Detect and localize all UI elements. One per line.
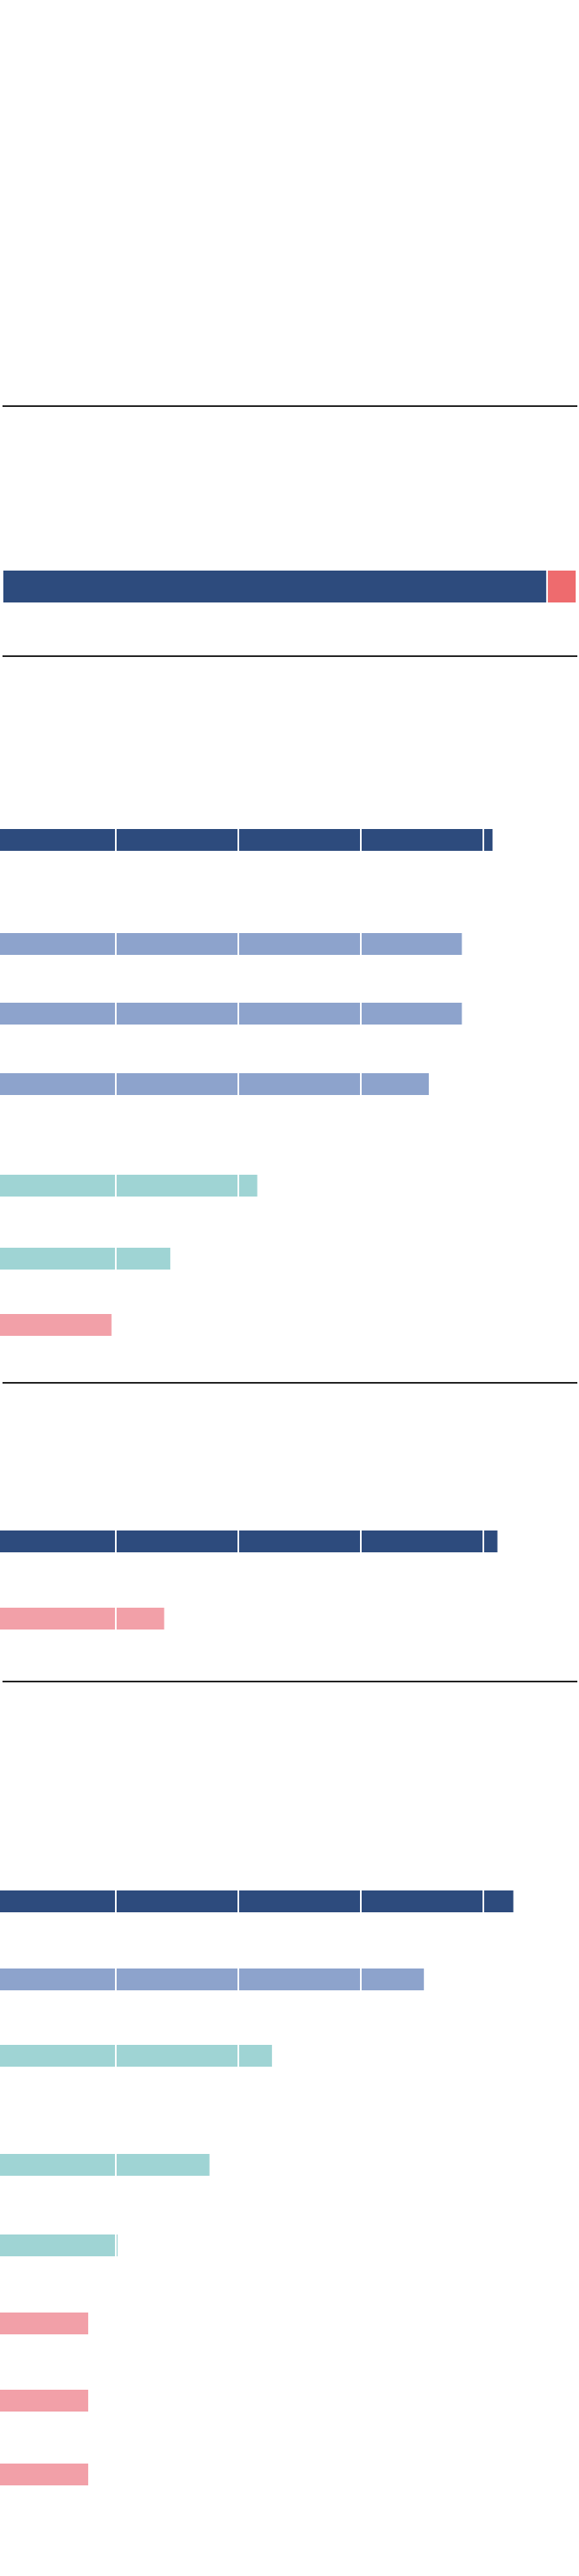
bar-3-5: [0, 2234, 118, 2256]
bar-3-3: [0, 2045, 273, 2067]
bar-1-2: [0, 933, 462, 955]
bar-3-8: [0, 2464, 89, 2485]
bar-3-6: [0, 2313, 89, 2334]
bar-1-7: [0, 1314, 112, 1336]
bar-1-5: [0, 1175, 258, 1197]
bar-1-1: [0, 829, 493, 851]
bar-3-7: [0, 2390, 89, 2412]
stacked-bar-segment-1: [3, 571, 547, 602]
bar-2-2: [0, 1608, 164, 1630]
bar-1-3: [0, 1003, 462, 1025]
bar-3-2: [0, 1969, 425, 1990]
bar-1-6: [0, 1248, 170, 1270]
bar-1-4: [0, 1073, 429, 1095]
bar-3-4: [0, 2154, 210, 2176]
bar-3-1: [0, 1890, 514, 1912]
bar-2-1: [0, 1530, 498, 1552]
stacked-bar-segment-2: [546, 571, 576, 602]
